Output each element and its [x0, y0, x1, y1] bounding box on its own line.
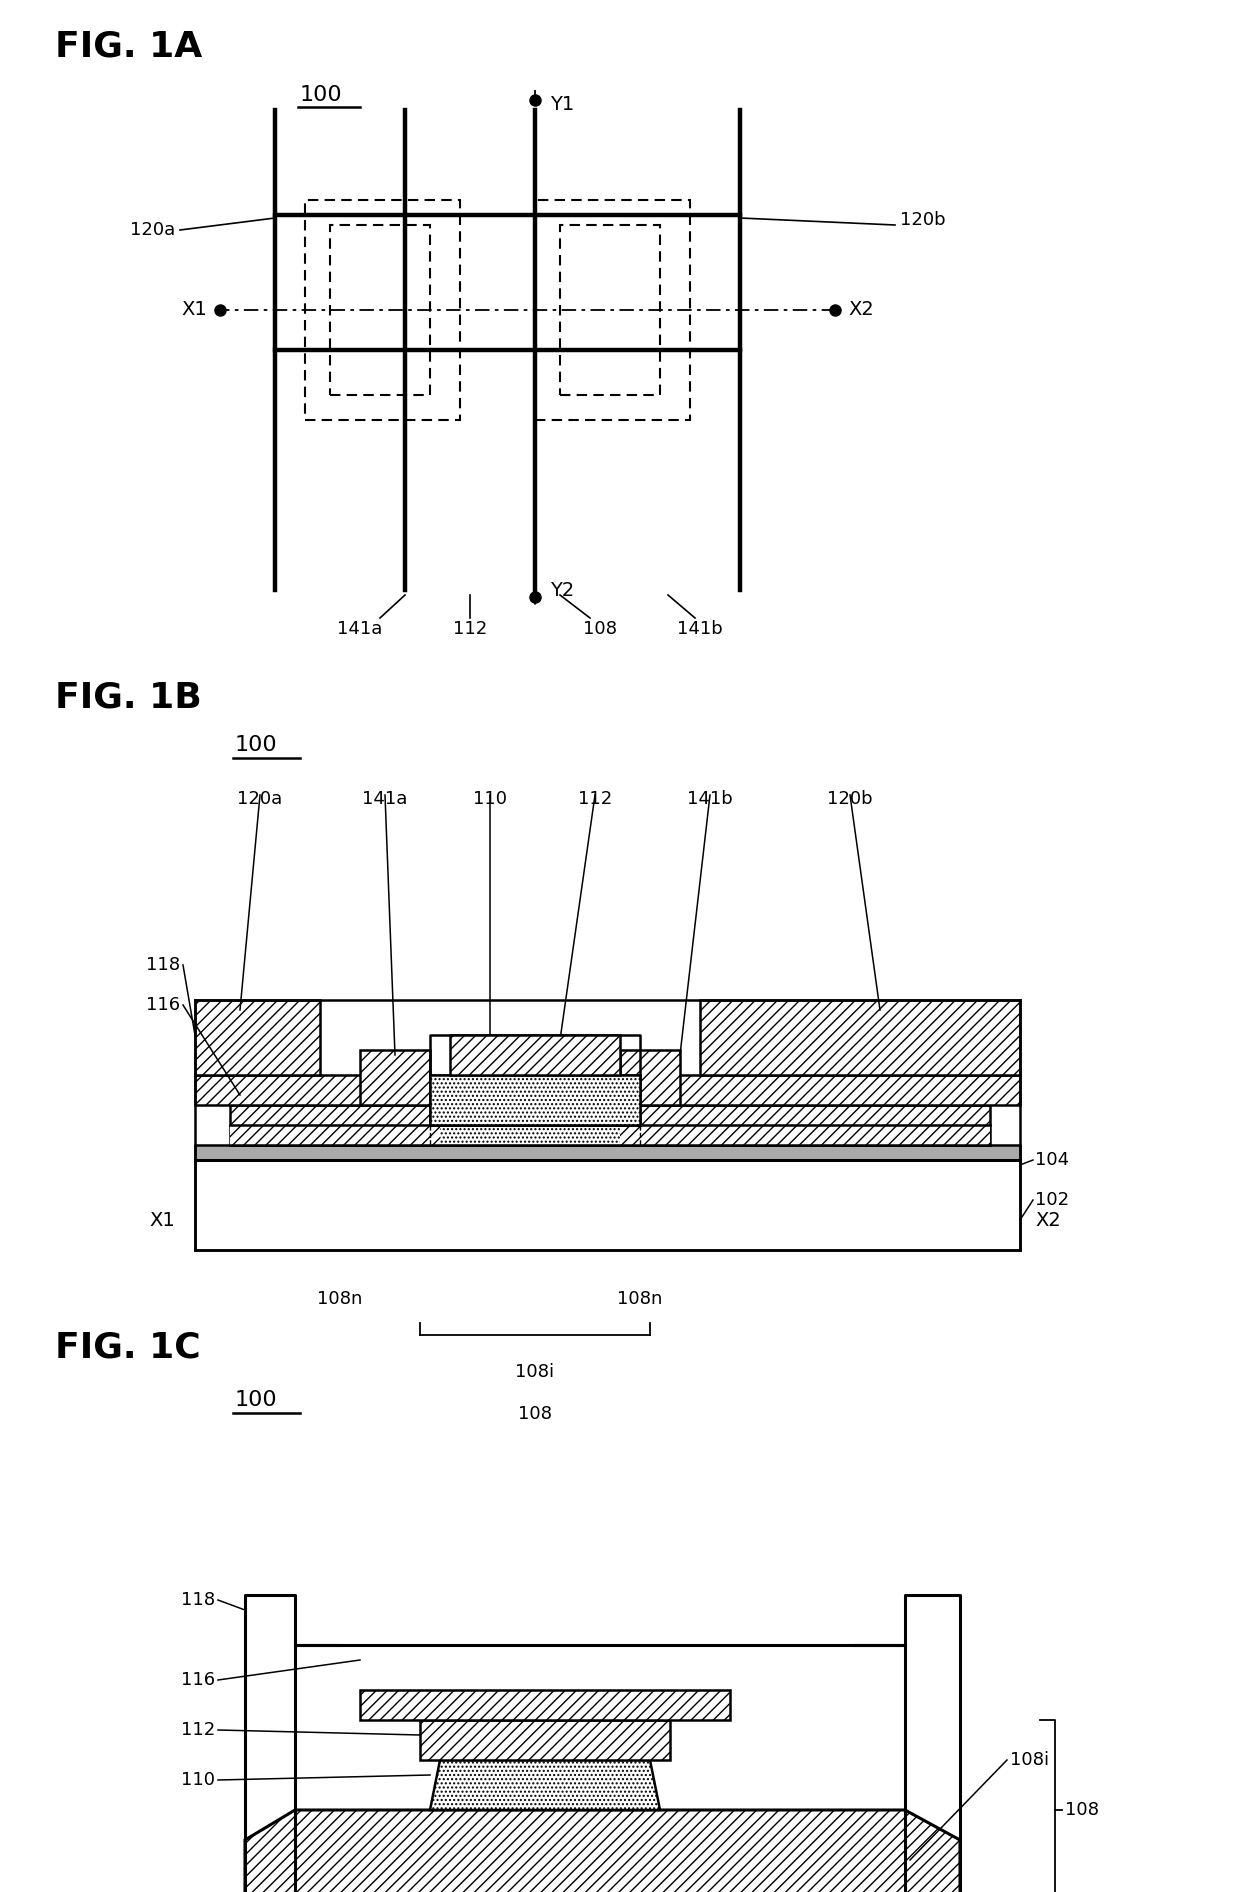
Text: 110: 110: [472, 791, 507, 808]
Bar: [330, 225, 430, 395]
Bar: [195, 1145, 1021, 1160]
Bar: [360, 1050, 430, 1105]
Text: 108: 108: [1065, 1801, 1099, 1818]
Text: 116: 116: [181, 1671, 215, 1690]
Text: 118: 118: [146, 955, 180, 974]
Text: X2: X2: [848, 301, 874, 320]
Polygon shape: [246, 1811, 960, 1892]
Bar: [229, 1126, 440, 1145]
Bar: [195, 1160, 1021, 1251]
Text: Y1: Y1: [551, 95, 574, 114]
Bar: [195, 1075, 391, 1105]
Bar: [440, 1126, 620, 1145]
Text: 108n: 108n: [618, 1290, 662, 1307]
Text: 120a: 120a: [130, 221, 175, 238]
Text: 100: 100: [236, 1391, 278, 1410]
Bar: [560, 225, 660, 395]
Polygon shape: [430, 1760, 660, 1811]
Text: 118: 118: [181, 1591, 215, 1608]
Text: X2: X2: [1035, 1211, 1060, 1230]
Text: 100: 100: [300, 85, 342, 104]
Text: Y2: Y2: [551, 581, 574, 600]
Bar: [229, 1126, 990, 1145]
Text: 112: 112: [181, 1722, 215, 1739]
Bar: [640, 1075, 1021, 1105]
Bar: [195, 1001, 320, 1075]
Bar: [534, 201, 689, 420]
Bar: [420, 1720, 670, 1760]
Bar: [620, 1126, 990, 1145]
Text: 141a: 141a: [337, 621, 383, 638]
Bar: [450, 1035, 620, 1075]
Bar: [430, 1075, 640, 1126]
Text: 112: 112: [453, 621, 487, 638]
Text: 141a: 141a: [362, 791, 408, 808]
Bar: [360, 1690, 730, 1720]
Text: 112: 112: [578, 791, 613, 808]
Bar: [620, 1050, 680, 1105]
Text: FIG. 1A: FIG. 1A: [55, 30, 202, 64]
Text: 104: 104: [1035, 1150, 1069, 1169]
Text: 108: 108: [518, 1406, 552, 1423]
Text: FIG. 1C: FIG. 1C: [55, 1330, 201, 1364]
Text: 110: 110: [181, 1771, 215, 1790]
Text: 120a: 120a: [237, 791, 283, 808]
Bar: [305, 201, 460, 420]
Text: 102: 102: [1035, 1190, 1069, 1209]
Bar: [701, 1001, 1021, 1075]
Text: 141b: 141b: [687, 791, 733, 808]
Text: 108i: 108i: [1011, 1750, 1049, 1769]
Text: 100: 100: [236, 734, 278, 755]
Text: 120b: 120b: [827, 791, 873, 808]
Text: 108n: 108n: [317, 1290, 362, 1307]
Text: 120b: 120b: [900, 212, 946, 229]
Text: 108i: 108i: [516, 1362, 554, 1381]
Bar: [229, 1105, 990, 1126]
Text: X1: X1: [149, 1211, 175, 1230]
Text: 108: 108: [583, 621, 618, 638]
Text: X1: X1: [181, 301, 207, 320]
Text: 116: 116: [146, 995, 180, 1014]
Text: 141b: 141b: [677, 621, 723, 638]
Text: FIG. 1B: FIG. 1B: [55, 679, 202, 713]
